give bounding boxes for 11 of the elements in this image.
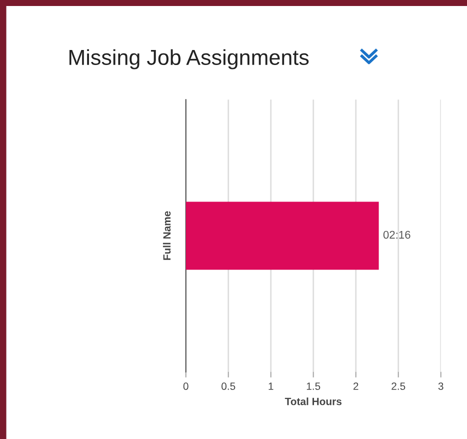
x-axis-title: Total Hours: [284, 398, 342, 406]
x-tick-label: 0.5: [222, 382, 236, 390]
x-tick-label: 3: [438, 382, 444, 390]
x-tick-label: 2.5: [392, 382, 406, 390]
data-label: 02:16: [383, 230, 410, 239]
chart-title: Missing Job Assignments: [69, 49, 309, 70]
x-tick-label: 1: [268, 382, 274, 390]
x-tick-label: 2: [353, 382, 358, 390]
x-tick-label: 1.5: [306, 382, 320, 390]
x-tick-label: 0: [183, 382, 188, 390]
y-axis-title: Full Name: [162, 211, 171, 260]
